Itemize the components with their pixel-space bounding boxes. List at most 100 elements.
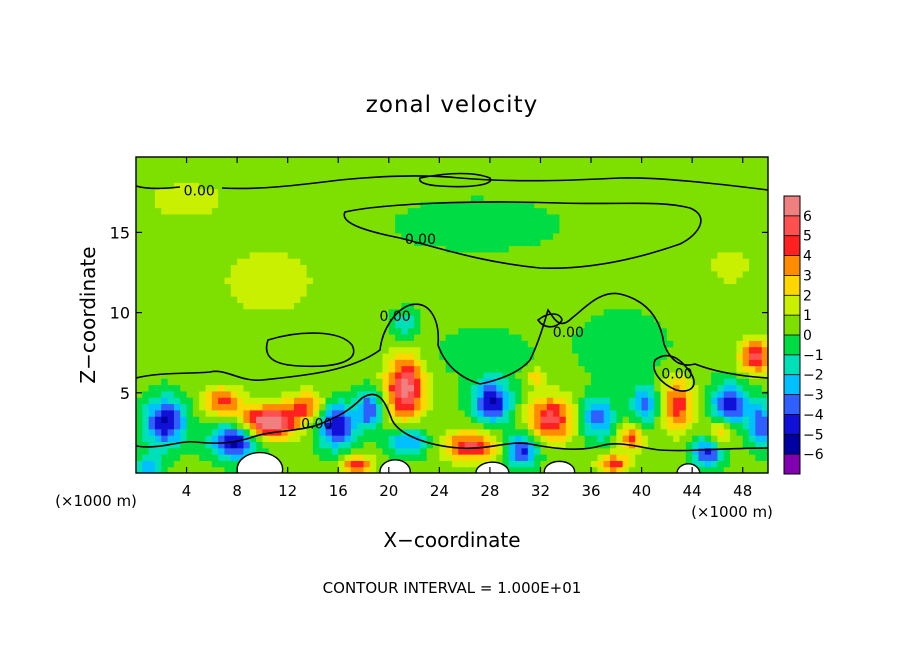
field-cell — [281, 302, 289, 310]
field-cell — [559, 321, 567, 329]
field-cell — [211, 403, 219, 411]
field-cell — [186, 258, 194, 266]
field-cell — [559, 378, 567, 386]
field-cell — [281, 447, 289, 455]
field-cell — [243, 428, 251, 436]
field-cell — [262, 226, 270, 234]
field-cell — [698, 264, 706, 272]
field-cell — [496, 194, 504, 202]
field-cell — [281, 359, 289, 367]
field-cell — [673, 283, 681, 291]
field-cell — [445, 308, 453, 316]
field-cell — [331, 454, 339, 461]
field-cell — [331, 232, 339, 240]
field-cell — [654, 201, 662, 209]
field-cell — [761, 270, 768, 278]
field-cell — [148, 365, 156, 373]
field-cell — [287, 175, 295, 183]
field-cell — [755, 207, 763, 215]
field-cell — [256, 258, 263, 266]
field-cell — [641, 239, 649, 247]
field-cell — [622, 359, 630, 367]
field-cell — [218, 340, 226, 348]
field-cell — [186, 454, 194, 461]
field-cell — [249, 409, 257, 417]
field-cell — [496, 397, 504, 405]
field-cell — [439, 169, 447, 177]
field-cell — [186, 435, 194, 442]
field-cell — [173, 308, 181, 316]
field-cell — [186, 340, 194, 348]
field-cell — [192, 371, 200, 379]
field-cell — [572, 245, 579, 253]
field-cell — [199, 175, 207, 183]
field-cell — [730, 466, 737, 473]
field-cell — [388, 352, 396, 360]
field-cell — [515, 182, 523, 190]
field-cell — [452, 435, 459, 442]
field-cell — [350, 435, 358, 442]
field-cell — [515, 454, 523, 461]
field-cell — [331, 403, 339, 411]
field-cell — [692, 245, 700, 253]
field-cell — [180, 359, 188, 367]
field-cell — [477, 239, 485, 247]
field-cell — [635, 245, 643, 253]
field-cell — [527, 384, 535, 392]
field-cell — [749, 308, 756, 316]
field-cell — [534, 220, 542, 228]
field-cell — [420, 378, 428, 386]
field-cell — [515, 270, 523, 278]
field-cell — [755, 157, 763, 164]
field-cell — [407, 454, 415, 461]
field-cell — [376, 403, 384, 411]
field-cell — [205, 447, 213, 455]
field-cell — [502, 251, 510, 259]
field-cell — [692, 239, 700, 247]
field-cell — [420, 207, 428, 215]
field-cell — [237, 157, 245, 164]
field-cell — [243, 277, 251, 284]
field-cell — [369, 454, 377, 461]
field-cell — [711, 182, 719, 190]
field-cell — [679, 226, 687, 234]
field-cell — [546, 346, 554, 354]
field-cell — [559, 422, 567, 430]
field-cell — [711, 359, 719, 367]
field-cell — [142, 163, 150, 171]
field-cell — [287, 384, 295, 392]
field-cell — [414, 321, 421, 329]
field-cell — [142, 232, 150, 240]
field-cell — [698, 289, 706, 297]
field-cell — [161, 258, 169, 266]
field-cell — [489, 226, 497, 234]
field-cell — [211, 270, 219, 278]
field-cell — [369, 327, 377, 335]
field-cell — [300, 182, 308, 190]
field-cell — [635, 239, 643, 247]
field-cell — [559, 194, 567, 202]
field-cell — [679, 283, 687, 291]
field-cell — [338, 308, 346, 316]
field-cell — [578, 220, 586, 228]
field-cell — [628, 321, 636, 329]
field-cell — [369, 283, 377, 291]
field-cell — [616, 416, 624, 424]
field-cell — [287, 194, 295, 202]
field-cell — [749, 441, 756, 449]
field-cell — [641, 201, 649, 209]
field-cell — [154, 289, 162, 297]
field-cell — [730, 220, 737, 228]
field-cell — [654, 296, 662, 303]
field-cell — [628, 397, 636, 405]
field-cell — [363, 428, 371, 436]
field-cell — [224, 188, 232, 196]
field-cell — [287, 321, 295, 329]
field-cell — [167, 270, 175, 278]
field-cell — [382, 384, 390, 392]
field-cell — [407, 283, 415, 291]
field-cell — [401, 321, 409, 329]
field-cell — [401, 454, 409, 461]
field-cell — [527, 264, 535, 272]
field-cell — [344, 163, 352, 171]
